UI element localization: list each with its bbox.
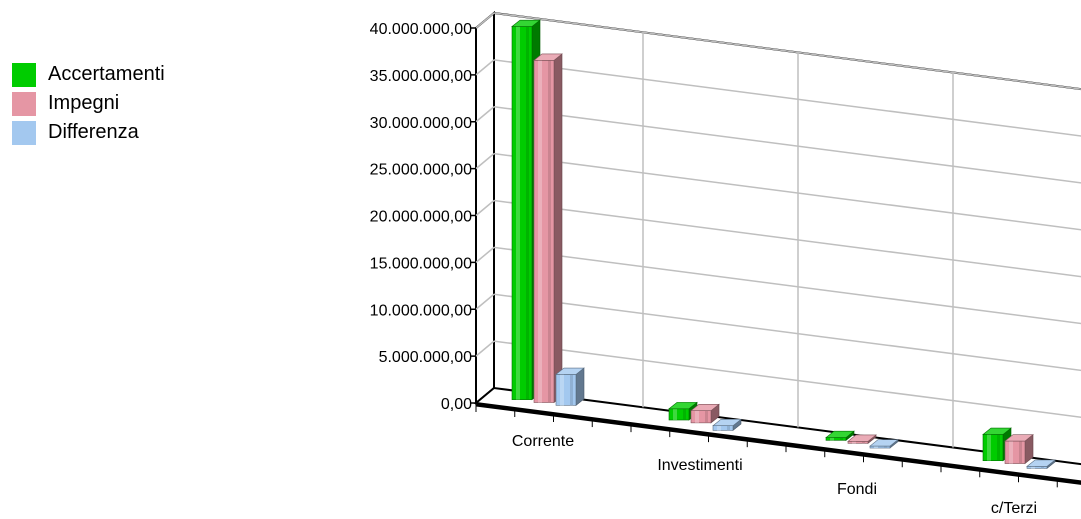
gridline-left xyxy=(475,59,495,76)
gridline xyxy=(493,106,1081,184)
category-label: Corrente xyxy=(512,433,574,450)
gridline-left xyxy=(475,340,495,357)
chart-walls xyxy=(473,10,1081,485)
gridline xyxy=(493,152,1081,231)
gridlines xyxy=(475,12,1081,448)
gridline-left xyxy=(475,106,495,123)
bar-impegni-cterzi xyxy=(1004,434,1034,465)
category-label: Fondi xyxy=(837,481,877,498)
gridline-left xyxy=(475,153,495,170)
gridline xyxy=(493,340,1081,418)
bar-impegni-investimenti xyxy=(690,403,720,424)
gridline-left xyxy=(475,293,495,310)
legend-swatch xyxy=(12,91,36,116)
gridline xyxy=(493,59,1081,137)
bar-differenza-fondi xyxy=(869,439,899,449)
y-tick-label: 25.000.000,00 xyxy=(370,162,472,179)
bar-accertamenti-investimenti xyxy=(668,401,698,421)
bar-differenza-corrente xyxy=(555,367,585,406)
bar-impegni-corrente xyxy=(533,53,563,404)
gridline-left xyxy=(475,199,495,217)
y-axis-ticks: 0,00 5.000.000,00 10.000.000,00 15.000.000,… xyxy=(370,21,1058,488)
legend-item-accertamenti: Accertamenti xyxy=(12,60,165,89)
y-tick-label: 5.000.000,00 xyxy=(379,349,473,366)
gridline xyxy=(493,12,1081,90)
legend-label: Differenza xyxy=(48,121,139,143)
legend-label: Accertamenti xyxy=(48,63,165,85)
legend-item-differenza: Differenza xyxy=(12,118,165,147)
gridline xyxy=(493,199,1081,278)
gridline-left xyxy=(475,246,495,263)
legend: Accertamenti Impegni Differenza xyxy=(12,60,165,147)
bar-impegni-fondi xyxy=(847,434,877,444)
legend-label: Impegni xyxy=(48,92,120,114)
category-label: c/Terzi xyxy=(991,500,1037,517)
bars xyxy=(511,19,1056,470)
legend-swatch xyxy=(12,120,36,145)
legend-item-impegni: Impegni xyxy=(12,89,165,118)
category-labels: Corrente Investimenti Fondi c/Terzi xyxy=(512,433,1037,517)
y-tick-label: 15.000.000,00 xyxy=(370,255,472,272)
y-tick-label: 35.000.000,00 xyxy=(370,68,472,85)
legend-swatch xyxy=(12,62,36,87)
y-tick-label: 40.000.000,00 xyxy=(370,21,472,38)
bar-differenza-cterzi xyxy=(1026,459,1056,470)
y-tick-label: 0,00 xyxy=(441,396,472,413)
y-tick-label: 10.000.000,00 xyxy=(370,302,472,319)
y-tick-label: 30.000.000,00 xyxy=(370,115,472,132)
floor xyxy=(473,386,1081,483)
bar-differenza-investimenti xyxy=(712,418,742,432)
category-label: Investimenti xyxy=(657,457,742,474)
gridline xyxy=(493,246,1081,325)
gridline-left xyxy=(475,12,495,29)
y-tick-label: 20.000.000,00 xyxy=(370,209,472,226)
gridline xyxy=(493,293,1081,372)
bar-accertamenti-fondi xyxy=(825,430,855,441)
